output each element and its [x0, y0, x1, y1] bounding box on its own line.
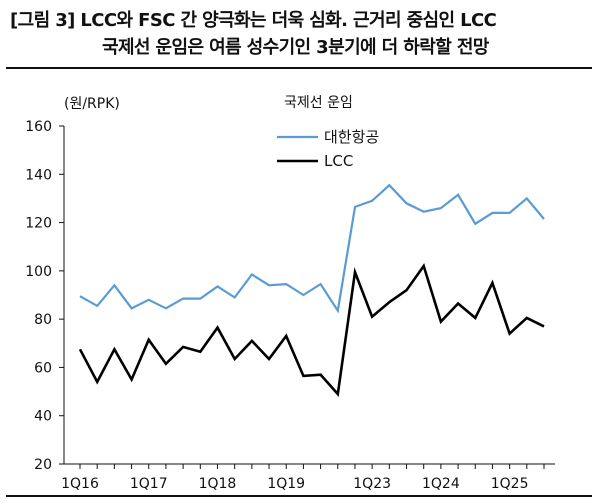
x-tick-label: 1Q23 [353, 476, 391, 492]
x-tick-label: 1Q16 [61, 476, 99, 492]
y-tick-label: 20 [34, 457, 52, 473]
chart-title-line-2: 국제선 운임은 여름 성수기인 3분기에 더 하락할 전망 [102, 37, 489, 58]
chart-lines [78, 183, 545, 397]
bottom-divider [6, 495, 592, 497]
x-tick-label: 1Q19 [267, 476, 305, 492]
top-divider [6, 67, 592, 69]
chart-title-line-1: [그림 3] LCC와 FSC 간 양극화는 더욱 심화. 근거리 중심인 LC… [10, 10, 497, 31]
y-tick-label: 40 [34, 409, 52, 425]
chart-axes: 20 40 60 80 100 120 140 160 (원/RPK) 1Q16 1Q17 1Q18 1… [25, 96, 555, 492]
x-tick-label: 1Q18 [199, 476, 237, 492]
legend-title: 국제선 운임 [284, 95, 353, 111]
legend-label-fsc: 대한항공 [324, 128, 379, 146]
y-tick-label: 100 [25, 264, 52, 280]
y-tick-label: 60 [34, 360, 52, 376]
x-tick-label: 1Q17 [130, 476, 168, 492]
x-tick-label: 1Q24 [422, 476, 460, 492]
series-line-lcc [78, 263, 545, 397]
legend-label-lcc: LCC [324, 152, 353, 170]
chart-title: [그림 3] LCC와 FSC 간 양극화는 더욱 심화. 근거리 중심인 LC… [10, 7, 590, 61]
y-axis-unit: (원/RPK) [64, 96, 120, 112]
series-line-fsc [79, 183, 545, 314]
x-tick-label: 1Q25 [491, 476, 529, 492]
y-tick-label: 120 [25, 216, 52, 232]
y-tick-label: 80 [34, 312, 52, 328]
y-tick-label: 140 [25, 167, 52, 183]
y-tick-label: 160 [25, 119, 52, 135]
